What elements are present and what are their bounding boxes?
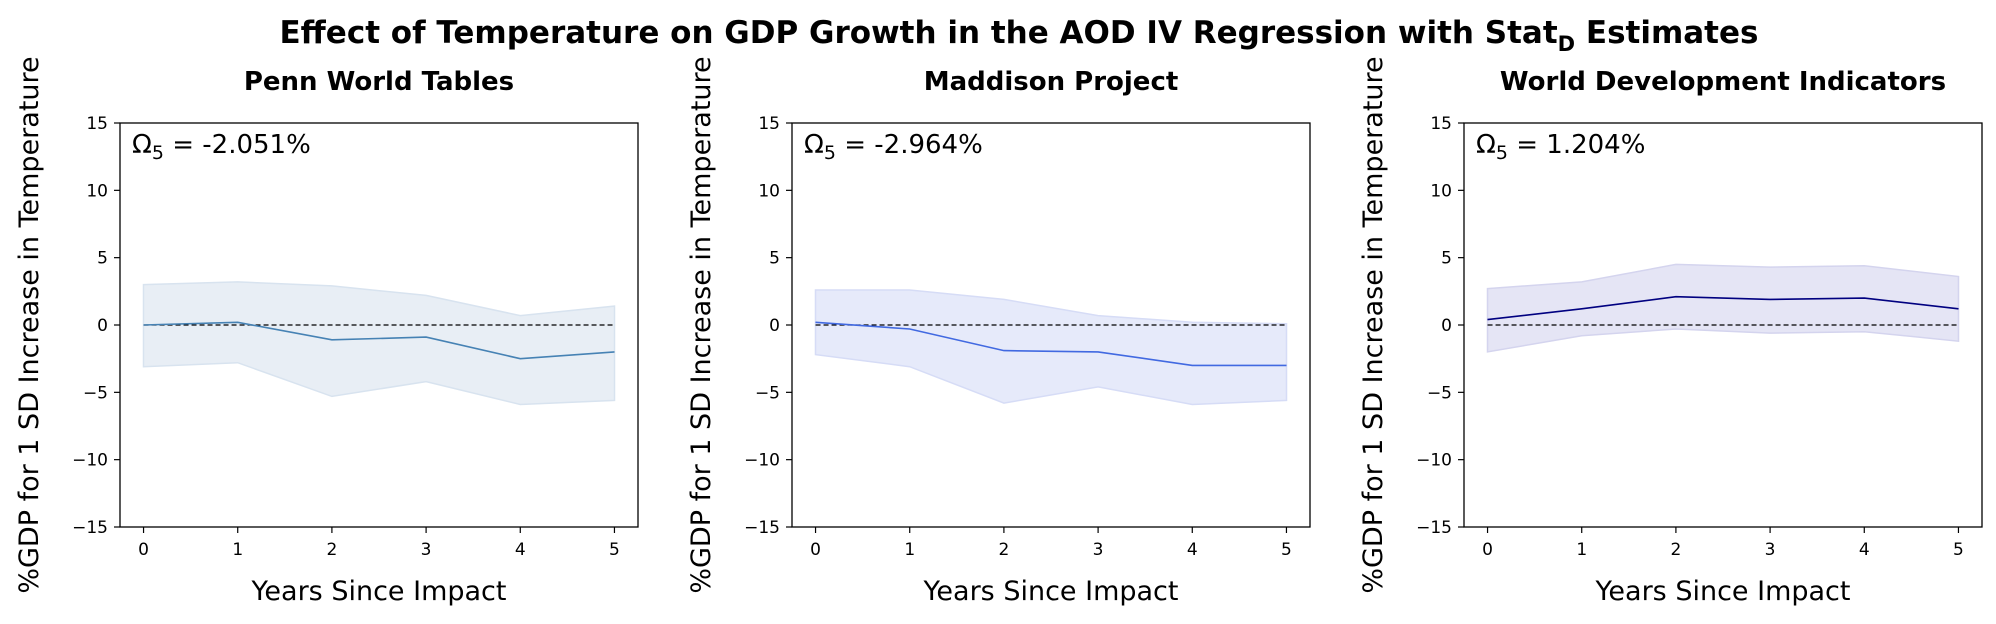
y-tick-label: −5 [83, 383, 108, 403]
chart-panel-3: 15 10 5 0 −5 −10 −15 0 1 2 3 4 5 World Development In… [1358, 56, 1983, 607]
x-tick-label: 4 [515, 540, 526, 560]
y-tick-label: 10 [1430, 181, 1452, 201]
confidence-band [142, 281, 616, 406]
omega-annotation: Ω5 = -2.051% [132, 130, 311, 164]
x-tick-label: 2 [326, 540, 337, 560]
omega-value: = -2.964% [836, 130, 983, 160]
x-tick-label: 0 [138, 540, 149, 560]
x-tick-label: 4 [1187, 540, 1198, 560]
y-tick-label: 10 [758, 181, 780, 201]
x-axis-label: Years Since Impact [251, 576, 507, 607]
y-tick-label: −15 [744, 518, 780, 538]
figure-title-stat: Stat [1485, 15, 1558, 51]
x-tick-label: 1 [904, 540, 915, 560]
y-tick-label: −15 [72, 518, 108, 538]
omega-annotation: Ω5 = -2.964% [804, 130, 983, 164]
figure-title-subscript: D [1558, 32, 1575, 56]
x-tick-label: 0 [810, 540, 821, 560]
y-tick-label: −10 [1416, 451, 1452, 471]
chart-panel-2: 15 10 5 0 −5 −10 −15 0 1 2 3 4 5 Maddison Project Year… [686, 56, 1311, 607]
y-axis-label: %GDP for 1 SD Increase in Temperature [14, 56, 45, 593]
y-tick-label: 0 [1441, 316, 1452, 336]
confidence-band [814, 289, 1288, 406]
x-axis-label: Years Since Impact [923, 576, 1179, 607]
panel-title: World Development Indicators [1500, 67, 1946, 97]
series-line [143, 321, 615, 360]
x-tick-label: 0 [1482, 540, 1493, 560]
y-tick-label: −10 [744, 451, 780, 471]
panel-title: Penn World Tables [244, 67, 514, 97]
x-tick-label: 2 [1670, 540, 1681, 560]
y-tick-label: 15 [758, 114, 780, 134]
figure-title-prefix: Effect of Temperature on GDP Growth in t… [280, 15, 1485, 51]
x-tick-label: 2 [998, 540, 1009, 560]
x-axis-label: Years Since Impact [1595, 576, 1851, 607]
omega-symbol: Ω [1476, 130, 1496, 160]
y-tick-label: 15 [1430, 114, 1452, 134]
y-tick-label: 0 [97, 316, 108, 336]
x-tick-label: 5 [1281, 540, 1292, 560]
x-tick-label: 1 [232, 540, 243, 560]
x-tick-label: 3 [421, 540, 432, 560]
x-tick-label: 4 [1859, 540, 1870, 560]
panel-title: Maddison Project [924, 67, 1179, 97]
confidence-band [1486, 263, 1960, 353]
y-tick-label: −5 [755, 383, 780, 403]
omega-subscript: 5 [152, 142, 164, 164]
omega-annotation: Ω5 = 1.204% [1476, 130, 1645, 164]
omega-subscript: 5 [1496, 142, 1508, 164]
omega-symbol: Ω [132, 130, 152, 160]
chart-panel-1: 15 10 5 0 −5 −10 −15 0 1 2 3 4 5 Penn World Tables Yea… [14, 56, 639, 607]
x-tick-label: 3 [1093, 540, 1104, 560]
series-line [1487, 295, 1959, 321]
y-tick-label: 5 [1441, 249, 1452, 269]
y-tick-label: 5 [769, 249, 780, 269]
y-axis-label: %GDP for 1 SD Increase in Temperature [686, 56, 717, 593]
y-tick-label: 15 [86, 114, 108, 134]
omega-symbol: Ω [804, 130, 824, 160]
x-tick-label: 5 [1953, 540, 1964, 560]
omega-value: = -2.051% [164, 130, 311, 160]
omega-value: = 1.204% [1508, 130, 1645, 160]
y-tick-label: −10 [72, 451, 108, 471]
y-tick-label: −5 [1427, 383, 1452, 403]
figure-title-suffix: Estimates [1575, 15, 1758, 51]
y-tick-label: 5 [97, 249, 108, 269]
figure-title: Effect of Temperature on GDP Growth in t… [280, 15, 1759, 56]
y-tick-label: −15 [1416, 518, 1452, 538]
y-axis-label: %GDP for 1 SD Increase in Temperature [1358, 56, 1389, 593]
x-tick-label: 5 [609, 540, 620, 560]
y-tick-label: 0 [769, 316, 780, 336]
x-tick-label: 3 [1765, 540, 1776, 560]
series-line [815, 321, 1287, 367]
x-tick-label: 1 [1576, 540, 1587, 560]
omega-subscript: 5 [824, 142, 836, 164]
y-tick-label: 10 [86, 181, 108, 201]
